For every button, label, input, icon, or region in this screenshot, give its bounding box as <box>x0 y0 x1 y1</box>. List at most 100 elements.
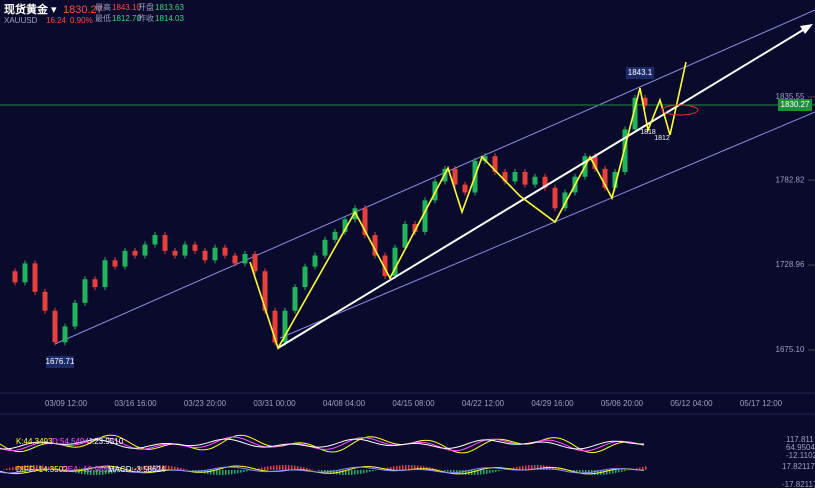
macd-bar <box>99 470 101 475</box>
candle <box>302 266 308 288</box>
macd-bar <box>147 465 149 470</box>
dropdown[interactable]: ▾ <box>51 4 57 16</box>
macd-bar <box>618 470 620 473</box>
candle <box>382 255 388 277</box>
kdj-label: D:54.5494 <box>52 437 89 446</box>
macd-bar <box>486 470 488 474</box>
price-tag-label: 1830.27 <box>781 100 810 109</box>
macd-bar <box>297 466 299 470</box>
macd-bar <box>639 467 641 470</box>
macd-bar <box>615 470 617 474</box>
price: 1830.27 <box>63 4 103 16</box>
macd-bar <box>150 465 152 470</box>
macd-bar <box>78 470 80 474</box>
macd-bar <box>366 470 368 473</box>
macd-bar <box>558 468 560 470</box>
macd-bar <box>387 467 389 470</box>
candle <box>592 156 598 169</box>
macd-bar <box>453 470 455 474</box>
macd-bar <box>30 465 32 470</box>
macd-bar <box>27 465 29 470</box>
kdj-axis: 64.9504 <box>786 443 815 452</box>
candle <box>72 302 78 327</box>
macd-bar <box>360 470 362 474</box>
macd-bar <box>270 465 272 470</box>
macd-bar <box>594 470 596 475</box>
macd-bar <box>513 467 515 470</box>
stat-label: 开盘 <box>138 2 154 12</box>
x-tick-label: 04/15 08:00 <box>392 399 435 408</box>
symbol-name: 现货黄金 <box>4 2 49 16</box>
macd-bar <box>369 470 371 472</box>
macd-bar <box>87 470 89 475</box>
candle <box>32 263 38 292</box>
macd-bar <box>522 465 524 470</box>
candle <box>492 156 498 172</box>
macd-bar <box>576 470 578 473</box>
candle <box>92 279 98 288</box>
macd-bar <box>357 470 359 475</box>
stat-label: 最高 <box>95 2 111 12</box>
candle <box>332 231 338 240</box>
macd-bar <box>258 468 260 470</box>
macd-bar <box>165 465 167 470</box>
macd-bar <box>288 465 290 470</box>
y-tick-label: 1782.82 <box>776 175 805 184</box>
macd-label: DIFF:-14.3502 <box>16 465 68 474</box>
macd-bar <box>51 467 53 470</box>
stat-value: 1814.03 <box>155 14 184 23</box>
macd-bar <box>81 470 83 474</box>
candle <box>462 184 468 193</box>
macd-bar <box>423 466 425 470</box>
indicator-line <box>0 438 644 450</box>
channel-lower <box>279 111 815 339</box>
candle <box>512 171 518 182</box>
candle <box>42 291 48 311</box>
macd-bar <box>405 465 407 470</box>
macd-bar <box>123 470 125 471</box>
macd-bar <box>645 466 647 470</box>
candle <box>322 239 328 256</box>
macd-bar <box>42 465 44 470</box>
macd-bar <box>411 465 413 470</box>
macd-bar <box>390 466 392 470</box>
macd-bar <box>414 465 416 470</box>
macd-bar <box>321 470 323 472</box>
macd-bar <box>24 465 26 470</box>
macd-bar <box>555 467 557 470</box>
macd-bar <box>393 466 395 470</box>
trend-arrow <box>277 26 809 349</box>
stat-label: 最低 <box>95 13 111 23</box>
candle <box>112 260 118 267</box>
annotation: 1818 <box>640 129 656 136</box>
stat-value: 1843.10 <box>112 3 141 12</box>
candle <box>292 287 298 311</box>
macd-bar <box>219 470 221 475</box>
candle <box>612 171 618 188</box>
x-tick-label: 03/16 16:00 <box>114 399 157 408</box>
note-box <box>626 67 654 79</box>
macd-bar <box>162 465 164 470</box>
macd-bar <box>351 470 353 475</box>
y-tick-label: 1835.55 <box>776 92 805 101</box>
candle <box>172 250 178 256</box>
macd-bar <box>216 470 218 475</box>
macd-bar <box>144 466 146 470</box>
macd-bar <box>36 465 38 470</box>
macd-bar <box>54 467 56 470</box>
candle <box>522 171 528 185</box>
macd-bar <box>273 465 275 470</box>
x-tick-label: 05/17 12:00 <box>740 399 783 408</box>
macd-bar <box>114 470 116 473</box>
macd-bar <box>603 470 605 475</box>
macd-bar <box>318 470 320 471</box>
candle <box>242 253 248 264</box>
indicator-line <box>0 466 645 474</box>
macd-bar <box>306 468 308 470</box>
channel-upper <box>54 9 815 345</box>
macd-bar <box>264 467 266 470</box>
candle <box>272 310 278 343</box>
macd-bar <box>348 470 350 475</box>
candle <box>622 129 628 172</box>
